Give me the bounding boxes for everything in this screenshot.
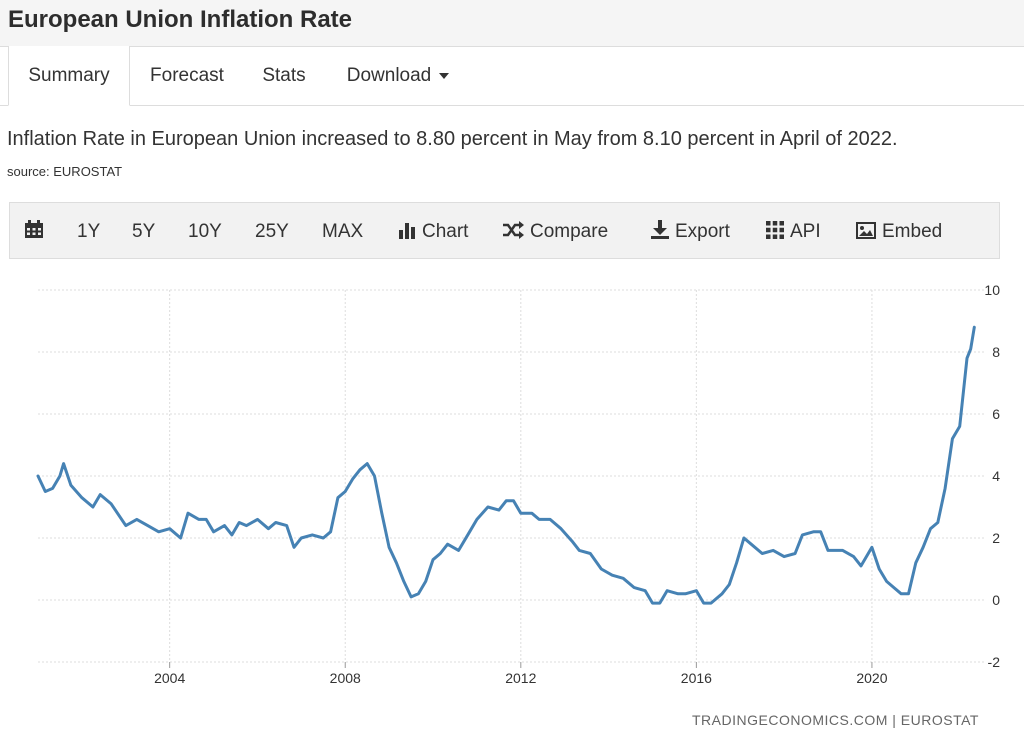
credit-text: TRADINGECONOMICS.COM | EUROSTAT [692,712,979,728]
calendar-icon [25,220,43,238]
x-tick-label: 2004 [154,670,185,686]
image-icon [856,222,876,239]
api-button[interactable]: API [766,203,821,260]
range-1y-button[interactable]: 1Y [77,221,101,242]
chart-area: -2 0 2 4 6 8 10 2004 2008 2012 2016 2020 [0,270,1024,700]
grid-icon [766,221,784,239]
tab-download-label: Download [346,65,432,86]
line-chart: -2 0 2 4 6 8 10 2004 2008 2012 2016 2020 [36,282,1000,686]
y-tick-label: 6 [992,406,1000,422]
y-tick-label: 10 [984,282,1000,298]
chart-type-button[interactable]: Chart [398,203,468,260]
range-5y-button[interactable]: 5Y [132,221,156,242]
inflation-series-line [36,325,976,605]
range-25y-button[interactable]: 25Y [255,221,289,242]
y-tick-label: 2 [992,530,1000,546]
export-button-label: Export [675,221,730,242]
x-tick-label: 2008 [330,670,361,686]
y-tick-label: 8 [992,344,1000,360]
download-icon [651,220,669,239]
embed-button[interactable]: Embed [856,203,942,260]
calendar-button[interactable] [24,203,50,260]
embed-button-label: Embed [882,221,943,242]
range-10y-button[interactable]: 10Y [188,221,222,242]
x-tick-label: 2016 [681,670,712,686]
summary-text: Inflation Rate in European Union increas… [7,128,898,150]
y-tick-label: -2 [988,654,1001,670]
page-title: European Union Inflation Rate [8,6,353,33]
grid-layer [38,289,986,663]
header: European Union Inflation Rate [0,0,1024,47]
source-text: source: EUROSTAT [7,164,123,179]
y-tick-label: 4 [992,468,1000,484]
tab-bar: Summary Forecast Stats Download [0,46,1024,106]
tab-forecast[interactable]: Forecast [150,65,224,86]
range-max-button[interactable]: MAX [322,221,364,242]
tab-stats[interactable]: Stats [262,65,306,86]
export-button[interactable]: Export [651,203,730,260]
x-tick-label: 2012 [505,670,536,686]
api-button-label: API [790,221,821,242]
chart-toolbar: 1Y 5Y 10Y 25Y MAX Chart Compare Export A… [9,202,1000,259]
compare-button-label: Compare [530,221,609,242]
tab-summary[interactable]: Summary [8,46,130,106]
tick-layer: -2 0 2 4 6 8 10 2004 2008 2012 2016 2020 [154,282,1000,686]
shuffle-icon [503,221,524,239]
chart-button-label: Chart [422,221,469,242]
x-tick-label: 2020 [856,670,887,686]
compare-button[interactable]: Compare [502,203,608,260]
bar-chart-icon [399,223,415,239]
tab-download[interactable]: Download [328,46,468,105]
chevron-down-icon [439,72,450,79]
y-tick-label: 0 [992,592,1000,608]
